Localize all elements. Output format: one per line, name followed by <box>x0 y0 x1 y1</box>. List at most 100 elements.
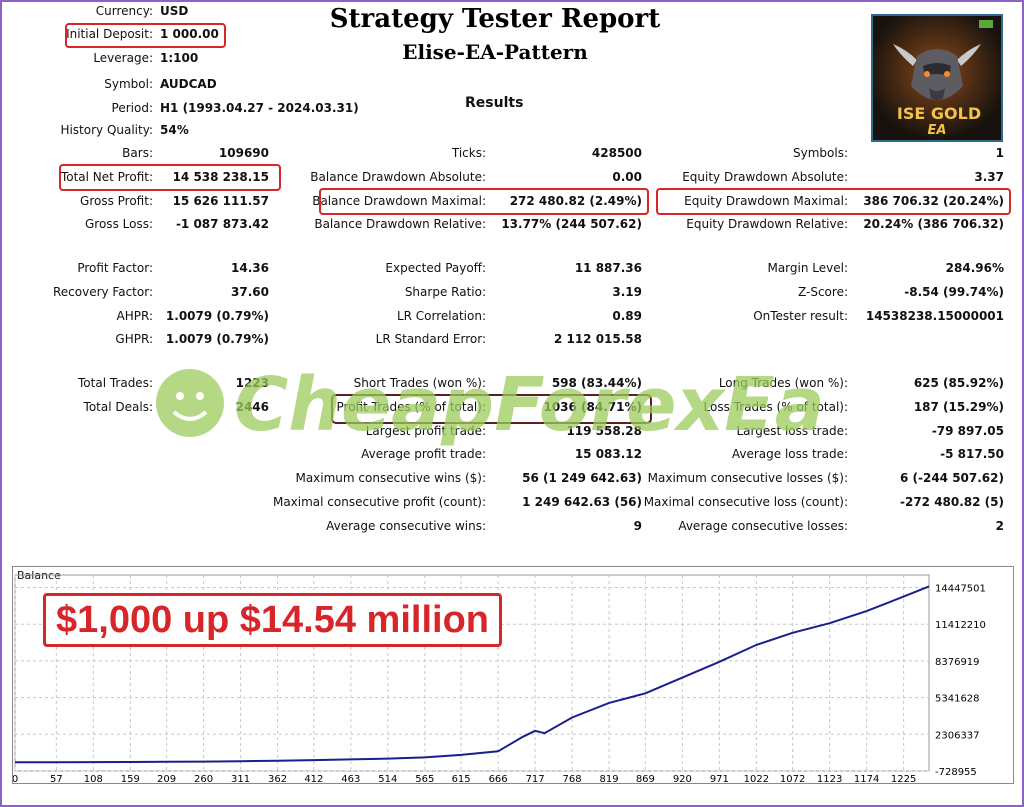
results_col3-label: Loss Trades (% of total): <box>703 400 849 414</box>
results_col3-value: 2 <box>995 519 1004 533</box>
elise-gold-ea-logo: ISE GOLD EA <box>871 14 1003 142</box>
results_col2-label: LR Standard Error: <box>375 332 486 346</box>
results_col1-label: Profit Factor: <box>77 261 153 275</box>
results_col1-label: Gross Profit: <box>80 194 153 208</box>
settings-label: Leverage: <box>93 51 153 65</box>
results_col3-label: Equity Drawdown Maximal: <box>684 194 848 208</box>
results_col3-label: Maximal consecutive loss (count): <box>643 495 848 509</box>
logo-text-line2: EA <box>928 123 947 138</box>
equity-drawdown-highlight <box>656 188 1011 215</box>
results_col1-value: 37.60 <box>231 285 269 299</box>
results_col3-value: 284.96% <box>945 261 1004 275</box>
results_col3-label: Equity Drawdown Relative: <box>686 217 848 231</box>
results_col3-label: Z-Score: <box>798 285 848 299</box>
y-tick-label: 14447501 <box>935 584 986 595</box>
x-tick-label: 362 <box>268 774 287 783</box>
results_col2-label: Maximal consecutive profit (count): <box>272 495 486 509</box>
settings-value: 1:100 <box>160 51 199 65</box>
results_col3-label: OnTester result: <box>753 309 848 323</box>
results_col3-value: 1 <box>995 146 1004 160</box>
results_col3-label: Average loss trade: <box>731 447 848 461</box>
x-tick-label: 768 <box>563 774 582 783</box>
results_col1-label: Total Net Profit: <box>60 170 153 184</box>
report-title: Strategy Tester Report <box>329 4 661 34</box>
results_col3-label: Average consecutive losses: <box>678 519 848 533</box>
results_col3-value: -5 817.50 <box>940 447 1004 461</box>
settings-value: 1 000.00 <box>160 27 219 41</box>
x-tick-label: 615 <box>452 774 471 783</box>
y-tick-label: 11412210 <box>935 620 986 631</box>
results_col1-label: AHPR: <box>116 309 153 323</box>
results_col1-value: 1.0079 (0.79%) <box>165 309 269 323</box>
settings-label: Period: <box>111 101 153 115</box>
results_col2-value: 598 (83.44%) <box>551 376 642 390</box>
x-tick-label: 1072 <box>780 774 805 783</box>
results_col2-value: 15 083.12 <box>574 447 642 461</box>
results_col2-value: 3.19 <box>612 285 642 299</box>
results_col2-value: 56 (1 249 642.63) <box>522 471 642 485</box>
results_col3-value: 14538238.15000001 <box>865 309 1004 323</box>
results_col2-value: 9 <box>633 519 642 533</box>
x-tick-label: 108 <box>84 774 103 783</box>
x-tick-label: 565 <box>415 774 434 783</box>
results_col2-label: Average profit trade: <box>361 447 486 461</box>
x-tick-label: 717 <box>526 774 545 783</box>
results_col2-value: 428500 <box>591 146 642 160</box>
y-tick-label: 5341628 <box>935 694 980 705</box>
profit-trades-highlight <box>331 394 652 424</box>
results_col2-label: Maximum consecutive wins ($): <box>295 471 486 485</box>
y-tick-label: 8376919 <box>935 657 980 668</box>
initial-deposit-highlight <box>65 23 226 48</box>
results_col1-label: Recovery Factor: <box>52 285 153 299</box>
results_col3-value: 386 706.32 (20.24%) <box>863 194 1004 208</box>
results_col1-value: 2446 <box>235 400 269 414</box>
x-tick-label: 260 <box>194 774 213 783</box>
results_col2-value: 0.00 <box>612 170 642 184</box>
results_col3-value: 625 (85.92%) <box>913 376 1004 390</box>
results_col2-label: Profit Trades (% of total): <box>336 400 486 414</box>
results_col1-label: Gross Loss: <box>85 217 153 231</box>
settings-label: Symbol: <box>104 77 153 91</box>
results_col3-value: 187 (15.29%) <box>913 400 1004 414</box>
x-tick-label: 1225 <box>891 774 916 783</box>
results_col2-label: Expected Payoff: <box>385 261 486 275</box>
results_col3-label: Largest loss trade: <box>736 424 848 438</box>
x-tick-label: 1174 <box>854 774 879 783</box>
results_col3-label: Maximum consecutive losses ($): <box>647 471 848 485</box>
results_col1-value: 14 538 238.15 <box>172 170 269 184</box>
results_col1-label: Bars: <box>122 146 153 160</box>
results_col2-label: Balance Drawdown Absolute: <box>310 170 486 184</box>
results_col1-value: 15 626 111.57 <box>172 194 269 208</box>
report-subtitle: Elise-EA-Pattern <box>402 40 588 64</box>
results_col1-value: -1 087 873.42 <box>175 217 269 231</box>
results_col2-value: 119 558.28 <box>566 424 642 438</box>
results_col2-label: Balance Drawdown Relative: <box>314 217 486 231</box>
x-tick-label: 971 <box>710 774 729 783</box>
x-tick-label: 412 <box>304 774 323 783</box>
y-tick-label: -728955 <box>935 767 977 778</box>
results_col2-value: 13.77% (244 507.62) <box>501 217 642 231</box>
settings-value: AUDCAD <box>160 77 217 91</box>
results_col3-value: 3.37 <box>974 170 1004 184</box>
results_col2-label: Average consecutive wins: <box>326 519 486 533</box>
balance-drawdown-highlight <box>319 188 649 215</box>
x-tick-label: 463 <box>341 774 360 783</box>
x-tick-label: 209 <box>157 774 176 783</box>
results_col1-value: 14.36 <box>231 261 269 275</box>
settings-value: USD <box>160 4 189 18</box>
results_col2-value: 11 887.36 <box>574 261 642 275</box>
results_col2-value: 1 249 642.63 (56) <box>522 495 642 509</box>
x-tick-label: 311 <box>231 774 250 783</box>
logo-text-line1: ISE GOLD <box>897 104 981 123</box>
results_col3-label: Symbols: <box>793 146 848 160</box>
balance-chart: Balance 0 57 108 159 209 260 311 362 412 463 514 56… <box>12 566 1014 784</box>
results_col2-label: LR Correlation: <box>396 309 486 323</box>
results_col1-value: 109690 <box>218 146 269 160</box>
results-heading: Results <box>465 95 524 111</box>
x-tick-label: 666 <box>489 774 508 783</box>
results_col3-label: Long Trades (won %): <box>718 376 848 390</box>
results_col3-value: 6 (-244 507.62) <box>899 471 1004 485</box>
net-profit-highlight <box>59 164 281 191</box>
results_col1-label: Total Deals: <box>83 400 153 414</box>
